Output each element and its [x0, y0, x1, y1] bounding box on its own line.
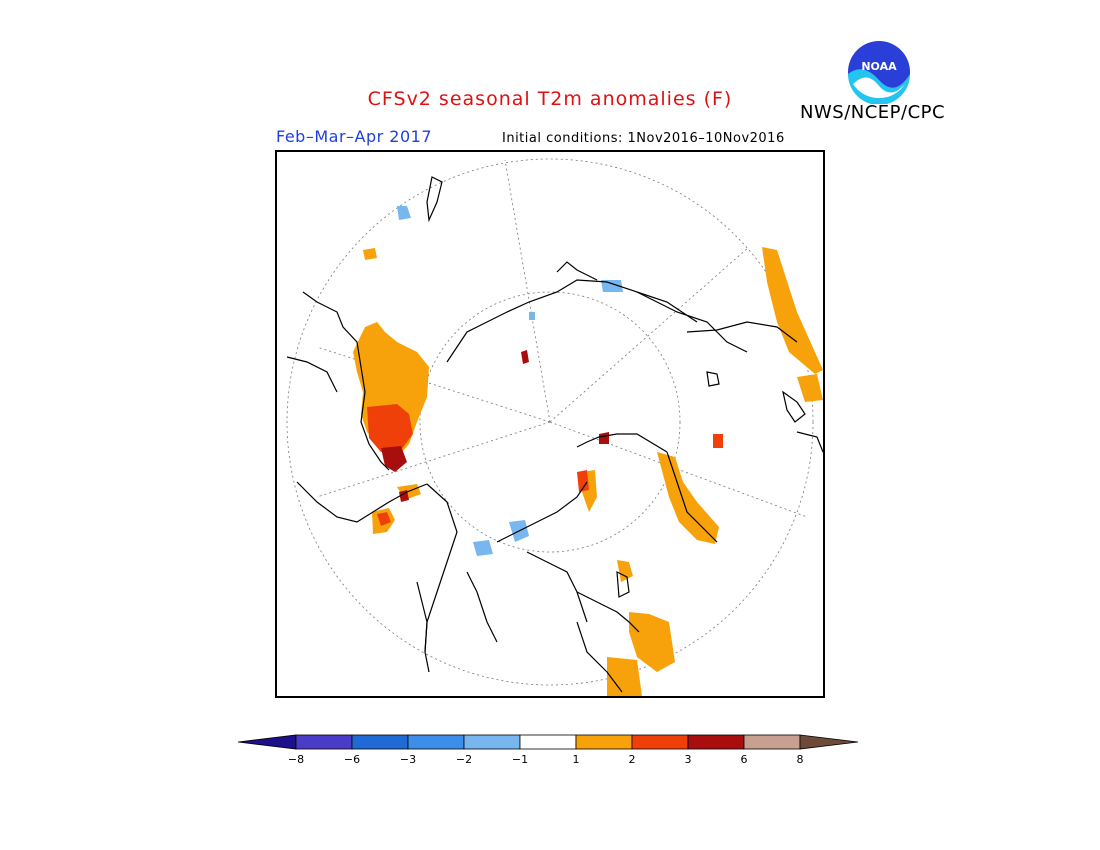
forecast-period: Feb–Mar–Apr 2017 [276, 127, 432, 146]
colorbar-tick-label: −8 [287, 753, 305, 766]
anomaly-plus1-plus2 [353, 247, 823, 696]
colorbar-tick-label: 1 [572, 753, 580, 766]
anomaly-plus2-plus3 [367, 404, 723, 526]
organization-label: NWS/NCEP/CPC [800, 102, 946, 123]
coastlines [286, 176, 823, 693]
colorbar-tick-label: −3 [399, 753, 417, 766]
colorbar-tick-label: −1 [511, 753, 529, 766]
colorbar [237, 733, 862, 773]
chart-title: CFSv2 seasonal T2m anomalies (F) [367, 88, 733, 110]
polar-map [275, 150, 825, 698]
colorbar-tick-label: −6 [343, 753, 361, 766]
colorbar-tick-label: 8 [796, 753, 804, 766]
svg-text:NOAA: NOAA [861, 60, 897, 73]
colorbar-tick-label: 3 [684, 753, 692, 766]
noaa-logo-icon: NOAA [847, 40, 911, 105]
anomaly-plus3-plus6 [381, 350, 609, 502]
initial-conditions: Initial conditions: 1Nov2016–10Nov2016 [502, 131, 785, 146]
colorbar-tick-label: 6 [740, 753, 748, 766]
colorbar-tick-label: 2 [628, 753, 636, 766]
colorbar-tick-label: −2 [455, 753, 473, 766]
